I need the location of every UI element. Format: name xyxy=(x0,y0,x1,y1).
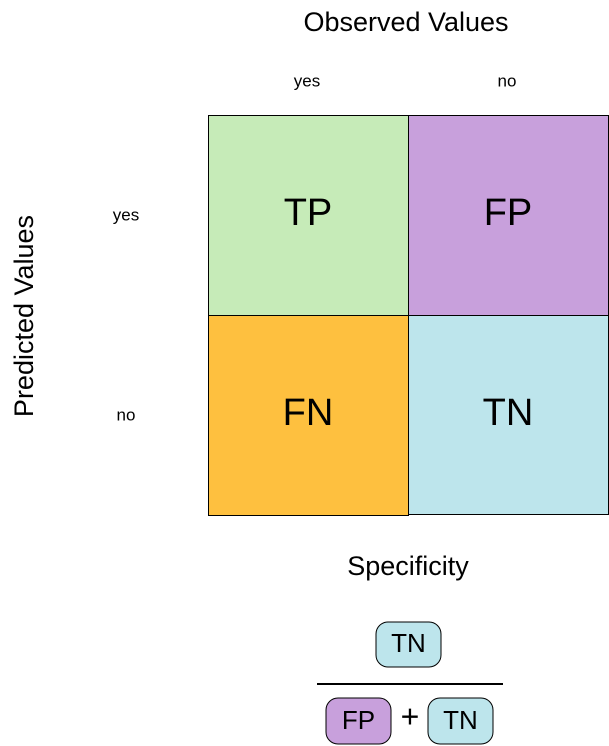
pill xyxy=(375,621,442,668)
pill xyxy=(427,697,494,745)
header-title: Observed Values xyxy=(303,7,508,37)
column-label: no xyxy=(498,71,517,90)
denominator-term: FP xyxy=(342,705,375,735)
cell-box xyxy=(208,315,409,516)
row-label: yes xyxy=(113,205,139,224)
pill xyxy=(325,697,392,745)
row-label: no xyxy=(117,405,136,424)
cell-label: TP xyxy=(284,192,333,234)
cell-label: FP xyxy=(484,192,533,234)
numerator: TN xyxy=(391,628,426,658)
cell-label: TN xyxy=(483,392,534,434)
denominator-term: TN xyxy=(443,705,478,735)
cell-label: FN xyxy=(283,392,334,434)
column-label: yes xyxy=(294,71,320,90)
cell-box xyxy=(408,115,609,316)
cell-box xyxy=(208,115,409,316)
side-title: Predicted Values xyxy=(9,215,39,417)
matrix: TP FP FN TN xyxy=(208,115,609,516)
operator: + xyxy=(401,698,420,734)
formula-title: Specificity xyxy=(347,551,469,581)
cell-box xyxy=(408,315,609,515)
